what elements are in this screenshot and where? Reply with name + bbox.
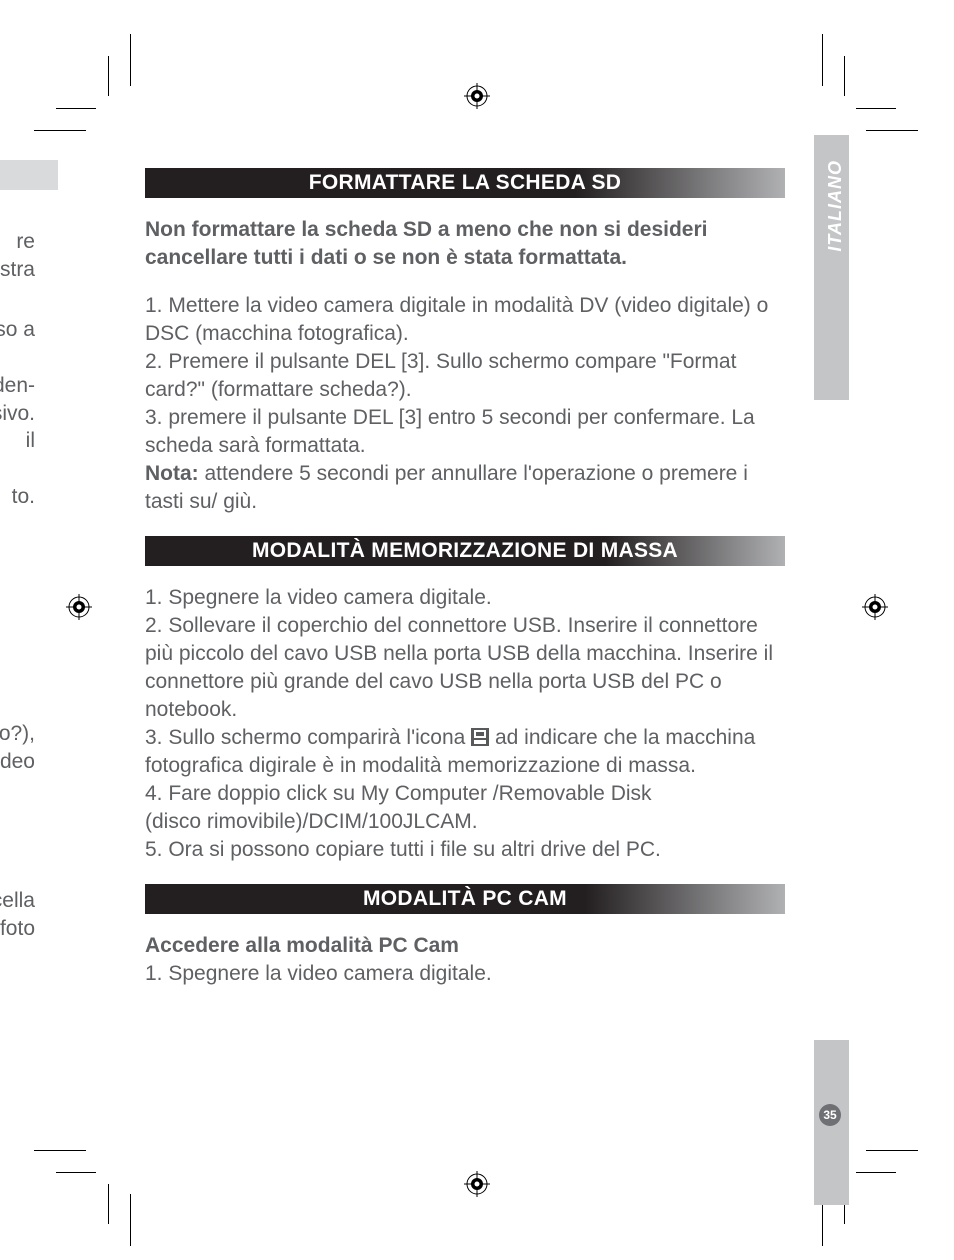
format-steps: 1. Mettere la video camera digitale in m…: [145, 292, 785, 516]
crop-mark: [108, 1184, 109, 1224]
section-title: MODALITÀ MEMORIZZAZIONE DI MASSA: [145, 536, 785, 566]
left-cutoff-block: [0, 160, 58, 190]
section-title: FORMATTARE LA SCHEDA SD: [145, 168, 785, 198]
cutoff-text: so a: [0, 316, 35, 344]
mass-storage-icon: [471, 726, 489, 744]
step-text: 5. Ora si possono copiare tutti i file s…: [145, 836, 785, 864]
registration-mark-bottom: [464, 1171, 490, 1197]
pc-cam-subheading: Accedere alla modalità PC Cam: [145, 932, 785, 960]
mass-storage-steps: 1. Spegnere la video camera digitale. 2.…: [145, 584, 785, 864]
crop-mark: [34, 1150, 86, 1151]
section-title: MODALITÀ PC CAM: [145, 884, 785, 914]
crop-mark: [130, 1194, 131, 1246]
cutoff-text: o?),deo: [0, 720, 35, 776]
step-text: 1. Spegnere la video camera digitale.: [145, 960, 785, 988]
crop-mark: [34, 130, 86, 131]
crop-mark: [856, 108, 896, 109]
crop-mark: [866, 1150, 918, 1151]
cutoff-text: restra: [0, 228, 35, 284]
page-number-badge: 35: [819, 1104, 841, 1126]
step-text: 2. Sollevare il coperchio del connettore…: [145, 612, 785, 724]
crop-mark: [822, 34, 823, 86]
registration-mark-right: [862, 594, 888, 620]
crop-mark: [844, 56, 845, 96]
section-header-pc-cam: MODALITÀ PC CAM: [145, 884, 785, 914]
crop-mark: [108, 56, 109, 96]
note-text: Nota: attendere 5 secondi per annullare …: [145, 460, 785, 516]
registration-mark-left: [66, 594, 92, 620]
step-text: 3. Sullo schermo comparirà l'icona ad in…: [145, 724, 785, 780]
step-text: 2. Premere il pulsante DEL [3]. Sullo sc…: [145, 348, 785, 404]
crop-mark: [56, 108, 96, 109]
cutoff-text: to.: [0, 483, 35, 511]
pc-cam-block: Accedere alla modalità PC Cam 1. Spegner…: [145, 932, 785, 988]
page-content: FORMATTARE LA SCHEDA SD Non formattare l…: [145, 168, 785, 988]
step-text: (disco rimovibile)/DCIM/100JLCAM.: [145, 808, 785, 836]
crop-mark: [856, 1172, 896, 1173]
registration-mark-top: [464, 83, 490, 109]
cutoff-text: den-sivo.: [0, 372, 35, 428]
crop-mark: [130, 34, 131, 86]
step-text: 1. Spegnere la video camera digitale.: [145, 584, 785, 612]
section-header-format-sd: FORMATTARE LA SCHEDA SD: [145, 168, 785, 198]
cutoff-text: cellafoto: [0, 887, 35, 943]
step-text: 4. Fare doppio click su My Computer /Rem…: [145, 780, 785, 808]
section-header-mass-storage: MODALITÀ MEMORIZZAZIONE DI MASSA: [145, 536, 785, 566]
step-text: 1. Mettere la video camera digitale in m…: [145, 292, 785, 348]
crop-mark: [56, 1172, 96, 1173]
cutoff-text: il: [0, 427, 35, 455]
language-tab-text: ITALIANO: [825, 160, 846, 252]
step-text: 3. premere il pulsante DEL [3] entro 5 s…: [145, 404, 785, 460]
format-warning: Non formattare la scheda SD a meno che n…: [145, 216, 785, 272]
manual-page: ITALIANO restra so a den-sivo. il to. o?…: [0, 0, 954, 1260]
crop-mark: [866, 130, 918, 131]
